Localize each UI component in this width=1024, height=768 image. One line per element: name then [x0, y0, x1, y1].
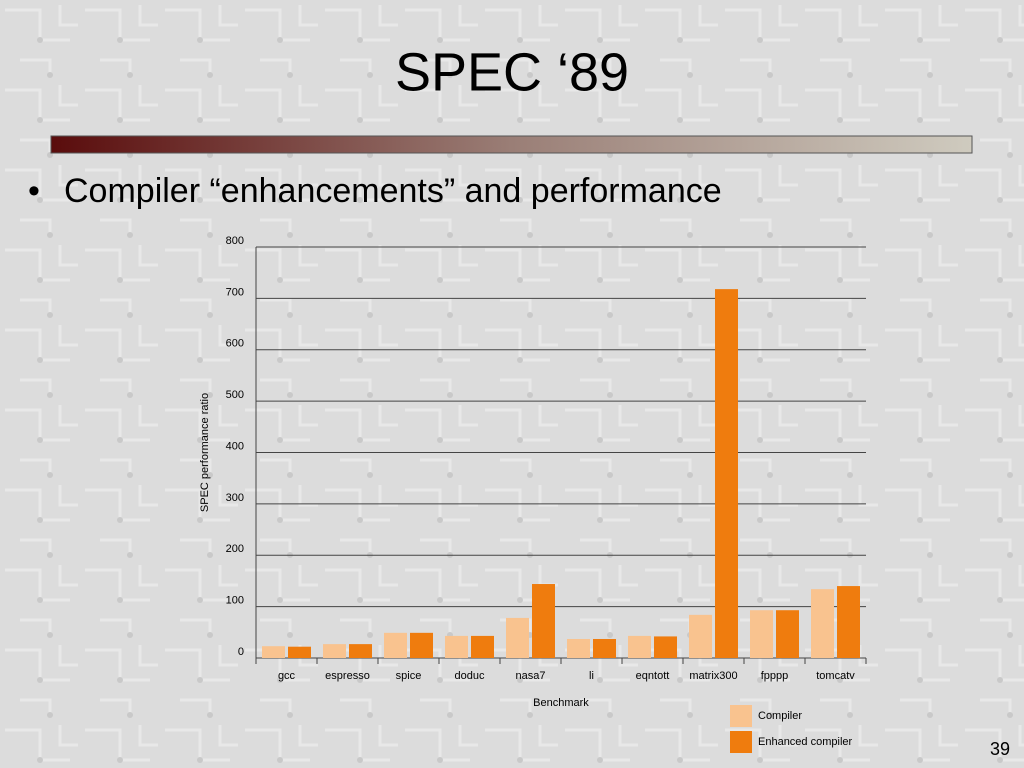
bar	[689, 614, 712, 658]
y-tick-label: 0	[238, 646, 244, 658]
x-tick-label: doduc	[455, 670, 485, 682]
bar	[506, 617, 529, 658]
x-tick-label: nasa7	[516, 670, 546, 682]
x-tick-label: spice	[396, 670, 422, 682]
x-tick-label: tomcatv	[816, 670, 855, 682]
x-tick-label: gcc	[278, 670, 296, 682]
bar	[323, 644, 346, 658]
x-tick-label: matrix300	[689, 670, 737, 682]
bar	[384, 632, 407, 658]
bar	[837, 586, 860, 658]
y-tick-label: 300	[226, 492, 244, 504]
y-tick-label: 400	[226, 440, 244, 452]
y-tick-label: 600	[226, 338, 244, 350]
bar	[593, 638, 616, 658]
page-number: 39	[990, 739, 1010, 759]
slide-title: SPEC ‘89	[395, 42, 629, 102]
bar	[715, 289, 738, 658]
y-tick-label: 700	[226, 286, 244, 298]
legend-swatch	[730, 705, 752, 727]
bar	[654, 636, 677, 658]
legend-label: Compiler	[758, 710, 802, 722]
bar	[288, 646, 311, 658]
title-rule	[50, 135, 973, 154]
y-tick-label: 100	[226, 595, 244, 607]
bar	[410, 632, 433, 658]
bar	[750, 610, 773, 658]
bar	[532, 584, 555, 658]
y-axis-title: SPEC performance ratio	[199, 393, 211, 512]
x-tick-label: espresso	[325, 670, 370, 682]
bar	[628, 635, 651, 658]
x-axis-title: Benchmark	[533, 697, 589, 709]
x-tick-label: li	[589, 670, 594, 682]
bar	[776, 610, 799, 658]
bar	[262, 646, 285, 658]
bar	[471, 635, 494, 658]
bar	[445, 635, 468, 658]
x-tick-label: fpppp	[761, 670, 789, 682]
x-tick-label: eqntott	[636, 670, 670, 682]
legend-swatch	[730, 731, 752, 753]
bar	[811, 589, 834, 658]
legend-label: Enhanced compiler	[758, 736, 853, 748]
y-tick-label: 500	[226, 389, 244, 401]
bullet-text: Compiler “enhancements” and performance	[64, 172, 722, 210]
bar	[567, 638, 590, 658]
bullet-dot: •	[28, 172, 40, 210]
y-tick-label: 800	[226, 235, 244, 247]
bar	[349, 644, 372, 658]
y-tick-label: 200	[226, 543, 244, 555]
